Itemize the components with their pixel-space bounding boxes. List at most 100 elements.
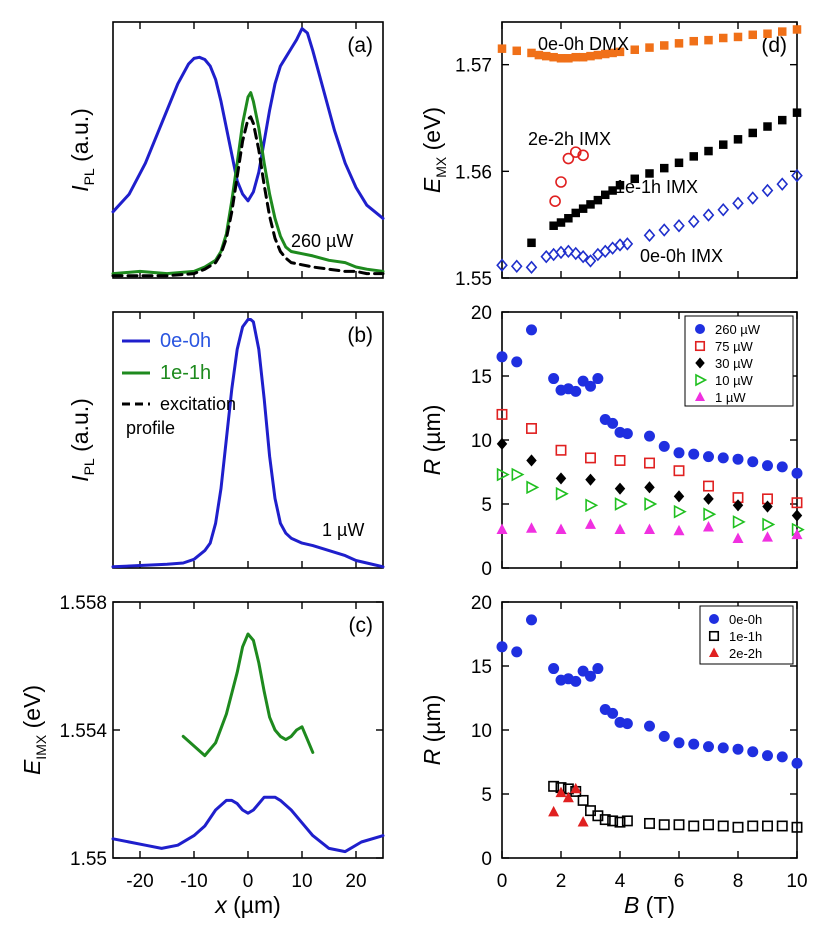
data-point — [673, 504, 687, 519]
data-point — [762, 531, 773, 542]
series-line-0e-0h — [111, 795, 385, 854]
series-line-excitation-profile — [111, 115, 385, 278]
x-tick-label: 2 — [556, 871, 567, 892]
data-point — [601, 190, 610, 200]
panel-c: (c) -20 -10 0 10 20 1.55 1.554 1.558 EIMX (eV) x (… — [19, 593, 385, 918]
data-point — [614, 497, 628, 511]
power-annotation: 260 µW — [291, 231, 353, 251]
data-point — [526, 614, 537, 626]
data-point — [762, 500, 773, 513]
data-point — [660, 41, 669, 50]
data-point — [577, 249, 589, 264]
data-point — [564, 214, 573, 223]
data-point — [548, 663, 560, 675]
y-axis-label-subscript: MX — [433, 156, 449, 178]
data-point — [556, 218, 566, 227]
panel-b: (b) IPL (a.u.) 1 µW 0e-0h 1e-1h excitation pro… — [67, 311, 385, 569]
x-tick-label: -10 — [180, 871, 207, 892]
data-point — [577, 816, 589, 827]
y-axis-label-symbol: I — [67, 475, 93, 482]
data-point — [586, 200, 595, 209]
data-point — [578, 204, 588, 213]
data-point — [555, 444, 567, 456]
data-point — [526, 522, 537, 533]
data-point — [511, 356, 523, 368]
data-point — [717, 742, 729, 754]
y-axis-label-unit: (µm) — [419, 405, 445, 459]
data-point — [703, 819, 714, 831]
data-point — [548, 805, 560, 817]
data-point — [747, 746, 759, 758]
data-point — [644, 497, 658, 511]
data-point — [496, 258, 508, 272]
data-point — [702, 208, 715, 222]
y-axis-label-symbol: R — [419, 459, 445, 476]
data-point — [621, 428, 633, 440]
data-point — [615, 180, 625, 190]
legend-marker — [695, 373, 708, 387]
y-tick-label: 1.55 — [70, 849, 107, 870]
data-point — [747, 456, 759, 468]
data-point — [585, 473, 596, 486]
data-point — [549, 221, 558, 230]
data-point — [510, 259, 523, 273]
data-point — [496, 641, 508, 653]
data-point — [584, 254, 597, 268]
data-point — [586, 51, 595, 61]
data-point — [733, 32, 743, 42]
panel-c-frame — [112, 601, 384, 859]
series-annotation: 0e-0h DMX — [538, 34, 629, 54]
data-point — [658, 819, 670, 831]
data-point — [570, 385, 582, 397]
y-tick-label: 1.57 — [455, 56, 492, 77]
data-point — [776, 177, 789, 191]
data-point — [732, 196, 744, 211]
data-point — [717, 452, 729, 464]
data-point — [717, 820, 729, 832]
data-point — [608, 186, 617, 195]
legend-label: 75 µW — [715, 339, 754, 354]
y-axis-label-unit: (a.u.) — [67, 398, 93, 458]
x-tick-label: 20 — [345, 871, 366, 892]
legend-marker — [695, 324, 705, 334]
y-tick-label: 1.558 — [59, 593, 107, 614]
data-point — [496, 351, 508, 363]
y-tick-label: 15 — [471, 367, 492, 388]
data-point — [687, 214, 700, 229]
legend-label: 260 µW — [715, 322, 761, 337]
x-tick-label: -20 — [126, 871, 153, 892]
legend-label: 1e-1h — [729, 629, 762, 644]
data-point — [762, 517, 776, 532]
legend-marker — [708, 630, 720, 642]
data-point — [569, 146, 582, 158]
x-tick-label: 4 — [615, 871, 626, 892]
data-point — [526, 454, 537, 467]
data-point — [792, 25, 802, 34]
legend-label: 1 µW — [715, 390, 746, 405]
data-point — [704, 35, 713, 45]
data-point — [673, 465, 685, 477]
data-point — [615, 47, 625, 57]
data-point — [511, 467, 525, 482]
data-point — [658, 440, 670, 452]
data-point — [578, 52, 588, 62]
data-point — [614, 523, 626, 534]
data-point — [577, 149, 589, 162]
data-point — [549, 195, 561, 207]
y-tick-label: 0 — [481, 849, 492, 870]
data-point — [608, 48, 617, 58]
x-axis-label: B (T) — [624, 892, 675, 918]
data-point — [526, 324, 537, 336]
data-point — [748, 30, 757, 40]
data-point — [496, 523, 508, 534]
data-point — [644, 481, 655, 494]
y-tick-label: 0 — [481, 559, 492, 580]
data-point — [673, 447, 685, 459]
data-point — [732, 499, 744, 512]
legend: 260 µW 75 µW 30 µW 10 µW 1 µW — [684, 315, 794, 407]
y-tick-label: 20 — [471, 593, 492, 614]
data-point — [791, 497, 803, 509]
panel-label: (a) — [347, 34, 373, 57]
data-point — [512, 46, 521, 56]
